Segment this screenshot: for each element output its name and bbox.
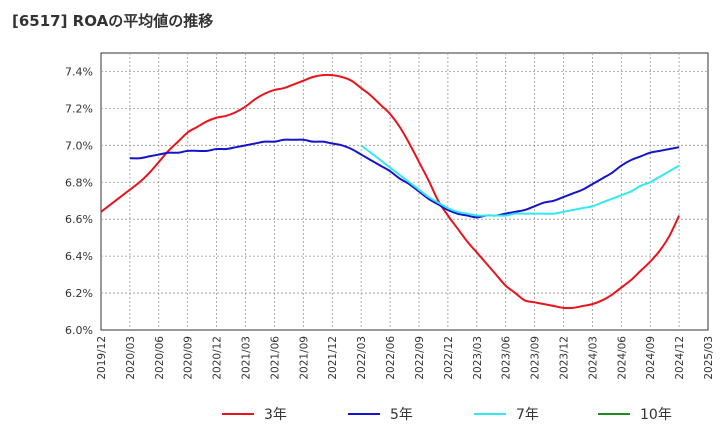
chart-title: [6517] ROAの平均値の推移: [12, 12, 214, 30]
x-tick-label: 2022/09: [414, 336, 426, 380]
legend-label-10年: 10年: [640, 407, 672, 423]
x-tick-label: 2024/09: [645, 336, 657, 380]
y-tick-label: 6.8%: [65, 176, 93, 189]
x-tick-label: 2023/09: [530, 336, 542, 380]
x-tick-label: 2024/03: [587, 336, 599, 380]
x-tick-label: 2021/03: [241, 336, 253, 380]
x-tick-label: 2023/12: [558, 336, 570, 380]
y-tick-label: 7.4%: [65, 65, 93, 78]
x-tick-label: 2024/12: [674, 336, 686, 380]
series-line-3年: [100, 73, 680, 310]
x-tick-label: 2024/06: [616, 336, 628, 380]
x-tick-label: 2020/06: [154, 336, 166, 380]
x-tick-label: 2020/03: [125, 336, 137, 380]
x-tick-label: 2025/03: [703, 336, 715, 380]
x-tick-label: 2022/03: [356, 336, 368, 380]
legend-label-7年: 7年: [516, 407, 539, 423]
y-tick-label: 6.2%: [65, 287, 93, 300]
x-tick-label: 2021/12: [327, 336, 339, 380]
y-tick-label: 6.4%: [65, 250, 93, 263]
x-tick-label: 2023/03: [472, 336, 484, 380]
x-tick-label: 2021/09: [298, 336, 310, 380]
x-tick-label: 2022/12: [443, 336, 455, 380]
x-tick-label: 2021/06: [269, 336, 281, 380]
x-tick-label: 2022/06: [385, 336, 397, 380]
series-line-5年: [129, 138, 680, 219]
x-tick-label: 2019/12: [96, 336, 108, 380]
y-tick-label: 7.0%: [65, 139, 93, 152]
x-tick-label: 2020/09: [183, 336, 195, 380]
x-tick-label: 2020/12: [212, 336, 224, 380]
legend-label-5年: 5年: [390, 407, 413, 423]
legend-label-3年: 3年: [264, 407, 287, 423]
y-tick-label: 7.2%: [65, 102, 93, 115]
y-tick-label: 6.0%: [65, 324, 93, 337]
y-tick-label: 6.6%: [65, 213, 93, 226]
series-line-7年: [360, 144, 680, 217]
plot-area: [100, 52, 709, 331]
x-tick-label: 2023/06: [501, 336, 513, 380]
